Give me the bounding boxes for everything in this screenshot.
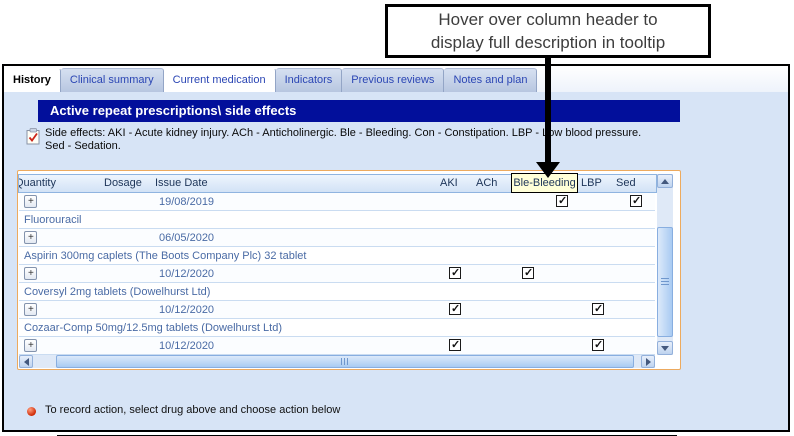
table-row[interactable]: 10/12/2020: [19, 265, 655, 283]
medication-table: Quantity Dosage Issue Date AKI ACh LBP S…: [17, 170, 681, 370]
table-row[interactable]: 10/12/2020: [19, 301, 655, 319]
table-row[interactable]: 06/05/2020: [19, 229, 655, 247]
table-row[interactable]: Coversyl 2mg tablets (Dowelhurst Ltd): [19, 283, 655, 301]
tab-bar: History Clinical summary Current medicat…: [4, 66, 788, 92]
column-header-quantity[interactable]: Quantity: [18, 174, 102, 193]
thumb-grip-icon: [340, 358, 350, 365]
record-action-note: To record action, select drug above and …: [45, 404, 341, 416]
arrow-left-icon: [23, 357, 29, 366]
expand-button[interactable]: [24, 195, 37, 208]
checkbox-lbp[interactable]: [592, 302, 604, 315]
annotation-callout: Hover over column header to display full…: [385, 4, 711, 58]
drug-name: Cozaar-Comp 50mg/12.5mg tablets (Dowelhu…: [24, 322, 283, 334]
annotation-arrow-line: [545, 57, 551, 164]
table-row[interactable]: Aspirin 300mg caplets (The Boots Company…: [19, 247, 655, 265]
drug-name: Coversyl 2mg tablets (Dowelhurst Ltd): [24, 286, 211, 298]
annotation-arrow-head-icon: [536, 162, 560, 178]
column-header-aki[interactable]: AKI: [437, 174, 474, 193]
issue-date: 10/12/2020: [159, 268, 215, 280]
thumb-grip-icon: [661, 278, 669, 286]
issue-date: 10/12/2020: [159, 340, 215, 352]
callout-line1: Hover over column header to: [438, 10, 658, 29]
column-header-issue-date[interactable]: Issue Date: [152, 174, 438, 193]
drug-name: Fluorouracil: [24, 214, 82, 226]
checkbox-aki[interactable]: [449, 338, 461, 351]
horizontal-scrollbar[interactable]: [19, 355, 655, 368]
expand-button[interactable]: [24, 267, 37, 280]
table-row[interactable]: Cozaar-Comp 50mg/12.5mg tablets (Dowelhu…: [19, 319, 655, 337]
checkbox-lbp[interactable]: [592, 338, 604, 351]
expand-button[interactable]: [24, 303, 37, 316]
clipboard-icon: [26, 128, 41, 150]
tab-current-medication[interactable]: Current medication: [163, 68, 276, 92]
tab-notes-and-plan[interactable]: Notes and plan: [444, 68, 538, 92]
checkbox-con[interactable]: [556, 194, 568, 207]
arrow-down-icon: [661, 345, 669, 351]
issue-date: 10/12/2020: [159, 304, 215, 316]
column-header-dosage[interactable]: Dosage: [101, 174, 153, 193]
expand-button[interactable]: [24, 231, 37, 244]
arrow-right-icon: [645, 357, 651, 366]
application-window: History Clinical summary Current medicat…: [2, 64, 790, 436]
tab-previous-reviews[interactable]: Previous reviews: [342, 68, 445, 92]
checkbox-sed[interactable]: [630, 194, 642, 207]
vertical-scrollbar-thumb[interactable]: [657, 227, 673, 337]
scroll-up-button[interactable]: [657, 174, 673, 188]
expand-button[interactable]: [24, 339, 37, 352]
scroll-left-button[interactable]: [19, 355, 33, 368]
column-header-sed[interactable]: Sed: [613, 174, 657, 193]
checkbox-aki[interactable]: [449, 302, 461, 315]
hovered-column-tooltip[interactable]: Ble-Bleeding: [511, 173, 578, 193]
issue-date: 19/08/2019: [159, 196, 215, 208]
checkbox-ble[interactable]: [522, 266, 534, 279]
callout-line2: display full description in tooltip: [430, 33, 666, 52]
tab-history[interactable]: History: [4, 68, 61, 92]
content-area: Active repeat prescriptions\ side effect…: [4, 92, 788, 436]
arrow-up-icon: [661, 178, 669, 184]
tab-clinical-summary[interactable]: Clinical summary: [60, 68, 164, 92]
scroll-right-button[interactable]: [641, 355, 655, 368]
drug-name: Aspirin 300mg caplets (The Boots Company…: [24, 250, 307, 262]
vertical-scrollbar[interactable]: [657, 174, 673, 355]
checkbox-aki[interactable]: [449, 266, 461, 279]
table-row[interactable]: 10/12/2020: [19, 337, 655, 355]
section-title: Active repeat prescriptions\ side effect…: [38, 100, 680, 122]
horizontal-scrollbar-thumb[interactable]: [56, 355, 634, 368]
table-row[interactable]: Fluorouracil: [19, 211, 655, 229]
tab-indicators[interactable]: Indicators: [275, 68, 343, 92]
scroll-down-button[interactable]: [657, 341, 673, 355]
column-header-ach[interactable]: ACh: [473, 174, 511, 193]
issue-date: 06/05/2020: [159, 232, 215, 244]
column-header-lbp[interactable]: LBP: [578, 174, 614, 193]
red-bullet-icon: [27, 407, 36, 416]
side-effects-legend: Side effects: AKI - Acute kidney injury.…: [45, 127, 642, 152]
table-row[interactable]: 19/08/2019: [19, 193, 655, 211]
